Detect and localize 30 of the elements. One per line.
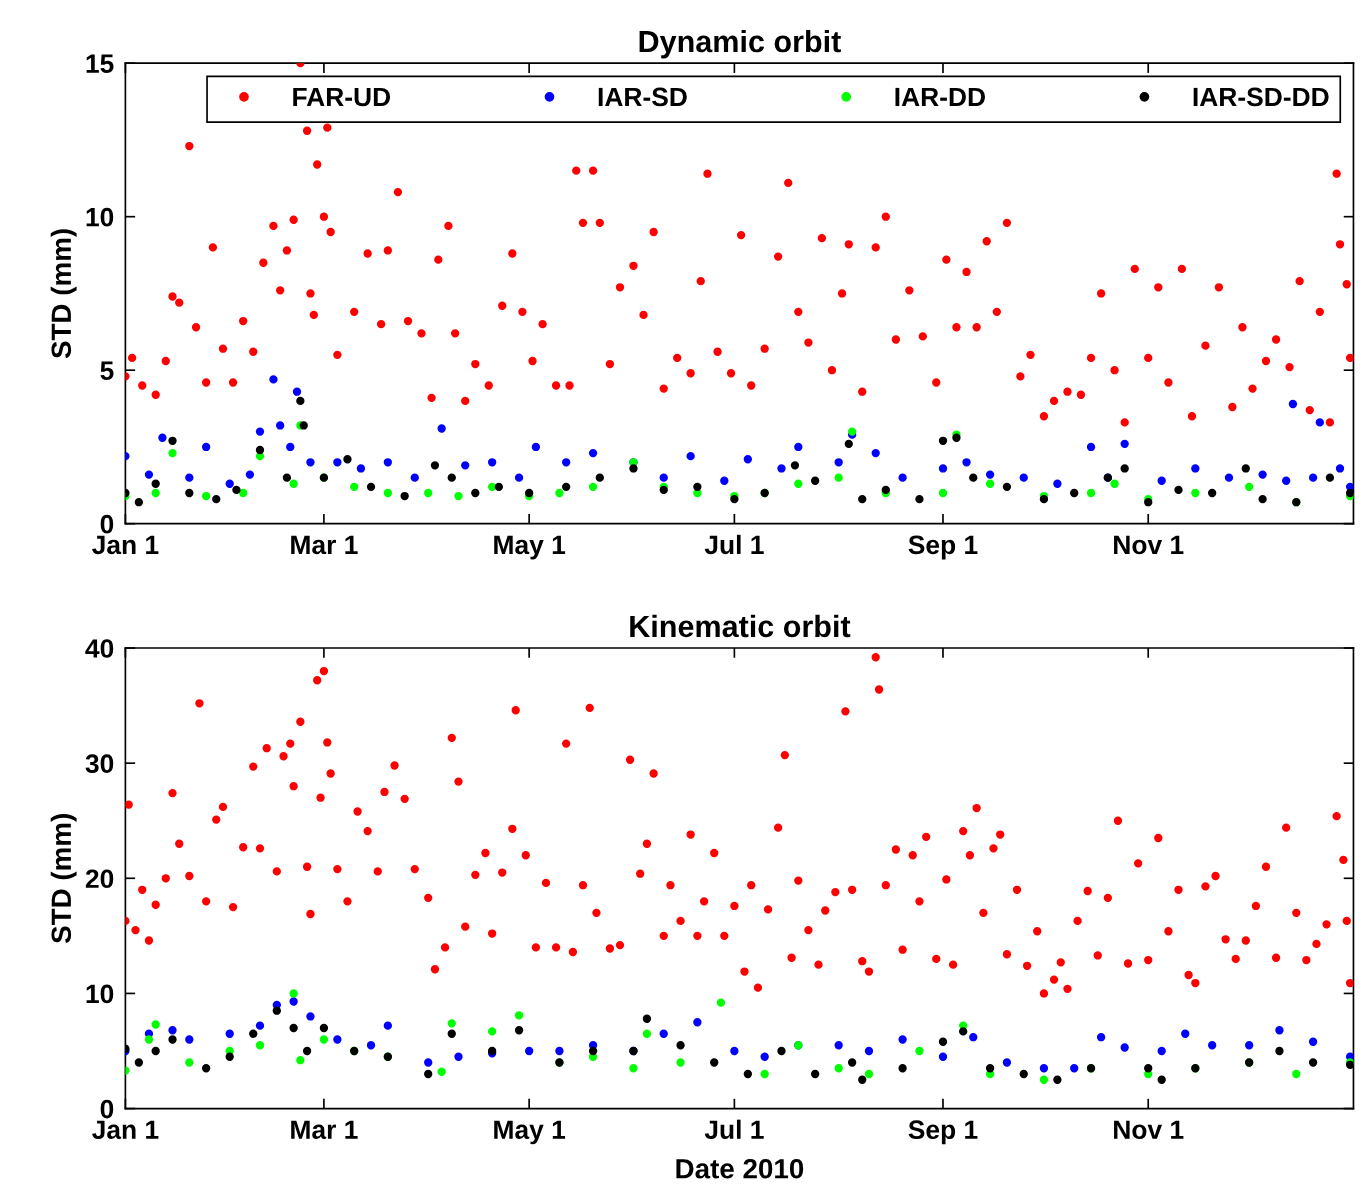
y-tick-label: 15	[86, 54, 114, 73]
legend-label: IAR-DD	[895, 87, 985, 107]
x-tick-label: May 1	[494, 1120, 566, 1145]
y-axis-title: STD (mm)	[50, 814, 77, 944]
y-tick-label: 10	[86, 984, 114, 1004]
x-tick-label: Jan 1	[92, 535, 159, 555]
y-tick-label: 0	[100, 1099, 114, 1119]
x-tick-label: Jan 1	[92, 1120, 159, 1140]
y-tick-label: 30	[85, 754, 114, 774]
legend-label: IAR-SD	[598, 87, 687, 107]
legend-label: FAR-UD	[293, 87, 391, 107]
y-tick-label: 0	[100, 514, 114, 534]
x-tick-label: May 1	[494, 535, 566, 560]
x-tick-label: Nov 1	[1114, 1120, 1184, 1140]
x-tick-label: Sep 1	[908, 1120, 978, 1145]
x-tick-label: Nov 1	[1114, 535, 1184, 555]
legend-label: IAR-SD-DD	[1193, 87, 1329, 107]
chart-title: Kinematic orbit	[630, 614, 851, 638]
x-tick-label: Sep 1	[908, 535, 978, 560]
x-tick-label: Jul 1	[704, 534, 764, 555]
x-tick-label: Jul 1	[704, 1119, 764, 1140]
y-tick-label: 10	[86, 207, 114, 227]
chart-title: Dynamic orbit	[639, 29, 841, 59]
x-tick-label: Mar 1	[291, 1120, 358, 1140]
x-axis-title: Date 2010	[676, 1158, 804, 1179]
y-axis-title: STD (mm)	[50, 229, 77, 359]
x-tick-label: Mar 1	[291, 535, 358, 555]
y-tick-label: 20	[85, 869, 114, 889]
y-tick-label: 40	[85, 639, 114, 658]
y-tick-label: 5	[100, 361, 114, 381]
